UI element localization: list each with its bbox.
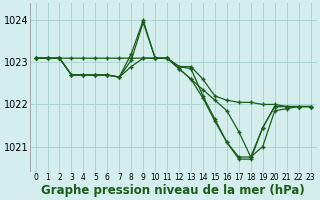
X-axis label: Graphe pression niveau de la mer (hPa): Graphe pression niveau de la mer (hPa) bbox=[41, 184, 305, 197]
